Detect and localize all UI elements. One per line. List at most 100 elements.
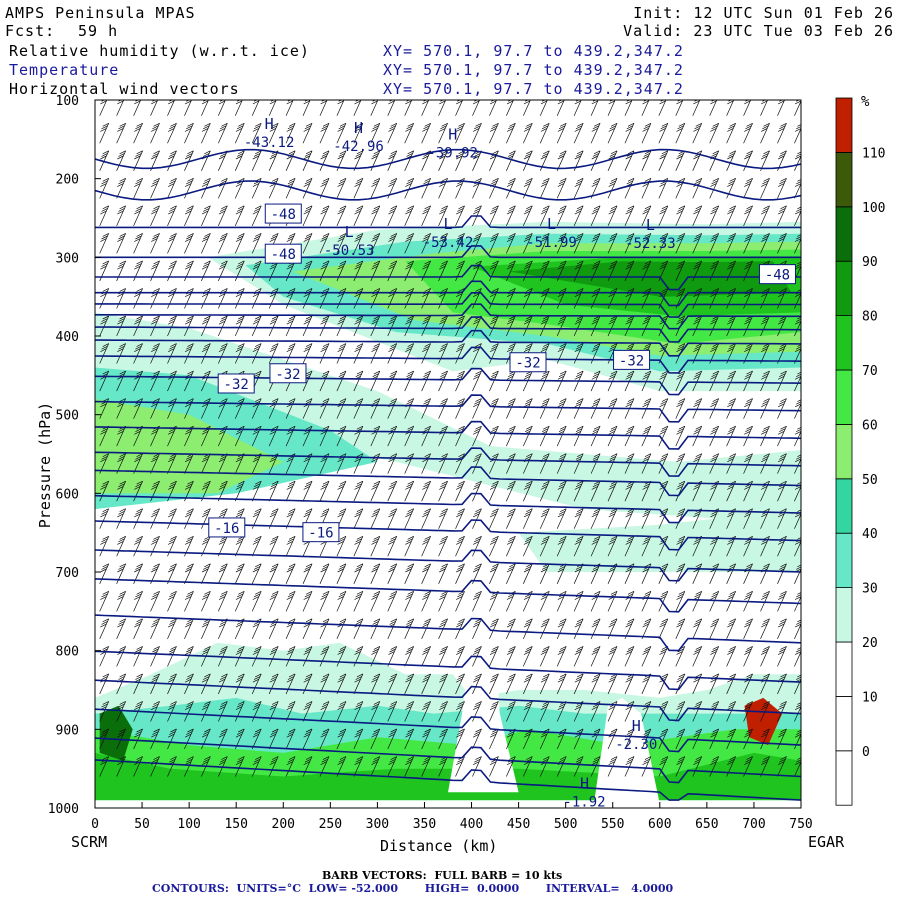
- wind-barb-flag: [557, 651, 565, 655]
- wind-barb-flag: [407, 233, 414, 237]
- wind-barb-flag: [101, 153, 108, 157]
- wind-barb: [404, 481, 415, 502]
- wind-barb-flag: [102, 260, 109, 265]
- wind-barb: [184, 370, 194, 392]
- wind-barb-flag: [744, 375, 751, 380]
- wind-barb-flag: [695, 288, 702, 292]
- wind-barb-flag: [661, 398, 669, 402]
- wind-barb-flag: [337, 100, 344, 105]
- wind-barb-flag: [236, 731, 244, 735]
- wind-barb-flag: [372, 208, 379, 212]
- wind-barb-flag: [456, 513, 463, 518]
- wind-barb: [319, 481, 330, 502]
- wind-barb-flag: [184, 623, 192, 628]
- wind-barb-flag: [560, 288, 567, 292]
- wind-barb: [217, 481, 228, 502]
- wind-barb-flag: [253, 373, 261, 377]
- wind-barb-flag: [796, 456, 801, 460]
- wind-barb: [777, 315, 787, 337]
- wind-barb-flag: [388, 513, 395, 518]
- wind-barb-flag: [439, 375, 446, 380]
- wind-barb-flag: [509, 425, 516, 430]
- wind-barb: [794, 595, 801, 612]
- wind-barb-flag: [101, 180, 108, 185]
- wind-barb-flag: [423, 125, 430, 130]
- extremum-type: L: [646, 216, 655, 234]
- wind-barb: [675, 701, 686, 722]
- wind-barb-flag: [187, 315, 194, 320]
- right-endpoint-label: EGAR: [808, 833, 845, 851]
- isotherm-line: [95, 578, 801, 613]
- rh-band-mid-60: [95, 398, 284, 494]
- wind-barb: [387, 425, 398, 447]
- wind-barb-flag: [610, 178, 618, 182]
- wind-barb-flag: [506, 293, 514, 297]
- wind-barb: [556, 150, 567, 171]
- wind-barb-flag: [322, 591, 330, 595]
- wind-barb: [353, 591, 364, 612]
- wind-barb-flag: [320, 100, 327, 105]
- wind-barb-flag: [659, 486, 666, 490]
- wind-barb-flag: [236, 100, 241, 102]
- wind-barb-flag: [594, 96, 600, 99]
- wind-barb: [624, 178, 635, 199]
- wind-barb-flag: [354, 320, 361, 325]
- wind-barb: [777, 646, 787, 667]
- wind-barb-flag: [119, 288, 126, 292]
- wind-barb-flag: [794, 541, 801, 545]
- wind-barb-flag: [389, 483, 396, 488]
- wind-barb-flag: [676, 375, 683, 380]
- extremum-value: -43.12: [244, 135, 295, 151]
- wind-barb-flag: [642, 761, 649, 766]
- wind-barb: [506, 563, 516, 584]
- wind-barb-flag: [287, 318, 295, 322]
- wind-barb-flag: [201, 238, 209, 242]
- wind-barb-flag: [710, 128, 717, 132]
- wind-barb: [590, 756, 601, 777]
- x-tick-label: 300: [366, 817, 389, 832]
- wind-barb-flag: [763, 150, 770, 155]
- wind-barb-flag: [727, 623, 734, 628]
- y-tick-label: 1000: [48, 802, 79, 817]
- wind-barb: [641, 508, 652, 529]
- wind-barb-flag: [203, 731, 210, 735]
- wind-barb-flag: [167, 210, 175, 215]
- wind-barb-flag: [152, 455, 159, 460]
- wind-barb: [726, 370, 736, 392]
- wind-barb-flag: [456, 100, 463, 105]
- wind-barb: [489, 123, 499, 144]
- wind-barb-flag: [712, 233, 719, 237]
- wind-barb-flag: [744, 128, 751, 132]
- wind-barb-flag: [609, 125, 617, 130]
- wind-barb-flag: [593, 453, 601, 457]
- wind-barb: [573, 756, 584, 777]
- wind-barb-flag: [184, 238, 192, 242]
- wind-barb-flag: [710, 678, 717, 683]
- wind-barb-flag: [423, 208, 430, 212]
- wind-barb: [285, 100, 294, 116]
- wind-barb-flag: [457, 125, 464, 130]
- wind-barb-flag: [727, 238, 734, 242]
- wind-barb-flag: [745, 263, 752, 267]
- wind-barb: [184, 178, 194, 199]
- wind-barb-flag: [337, 265, 344, 270]
- wind-barb-flag: [662, 96, 668, 99]
- wind-barb-flag: [762, 208, 769, 212]
- wind-barb: [268, 178, 279, 199]
- wind-barb-flag: [286, 733, 293, 738]
- wind-barb-flag: [458, 591, 465, 595]
- wind-barb-flag: [609, 345, 617, 350]
- wind-barb-flag: [388, 678, 395, 683]
- wind-barb-flag: [489, 100, 497, 105]
- wind-barb-flag: [764, 96, 770, 99]
- wind-barb: [438, 728, 448, 750]
- wind-barb-flag: [780, 96, 786, 99]
- wind-barb-flag: [136, 673, 143, 678]
- wind-barb-flag: [135, 455, 142, 460]
- wind-barb-flag: [252, 596, 260, 600]
- wind-barb-flag: [119, 370, 126, 375]
- wind-barb: [370, 123, 381, 144]
- wind-barb-flag: [354, 541, 361, 545]
- wind-barb: [777, 618, 787, 640]
- wind-barb-flag: [711, 621, 718, 625]
